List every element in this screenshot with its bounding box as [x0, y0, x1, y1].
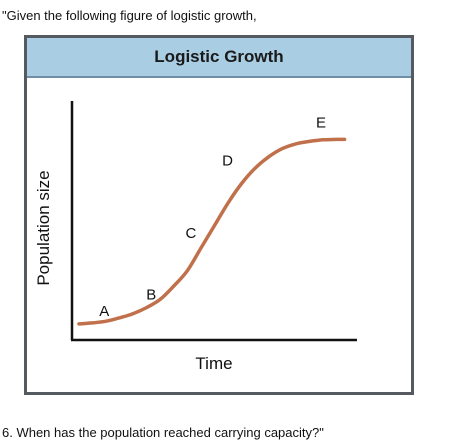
title-banner: Logistic Growth: [27, 38, 411, 78]
point-label-a: A: [99, 303, 109, 320]
plot-area: A B C D E Time Population size: [34, 101, 357, 373]
question-text: 6. When has the population reached carry…: [2, 425, 324, 440]
x-axis-title: Time: [195, 354, 232, 373]
growth-curve: [77, 137, 347, 326]
point-label-e: E: [316, 114, 326, 131]
logistic-growth-figure: Logistic Growth A B C D E Time Population size: [24, 35, 414, 395]
point-label-b: B: [146, 287, 156, 304]
intro-text: "Given the following figure of logistic …: [2, 8, 257, 23]
point-label-d: D: [222, 153, 233, 170]
y-axis-title: Population size: [34, 170, 53, 285]
chart-title: Logistic Growth: [154, 47, 284, 66]
point-label-c: C: [185, 225, 196, 242]
